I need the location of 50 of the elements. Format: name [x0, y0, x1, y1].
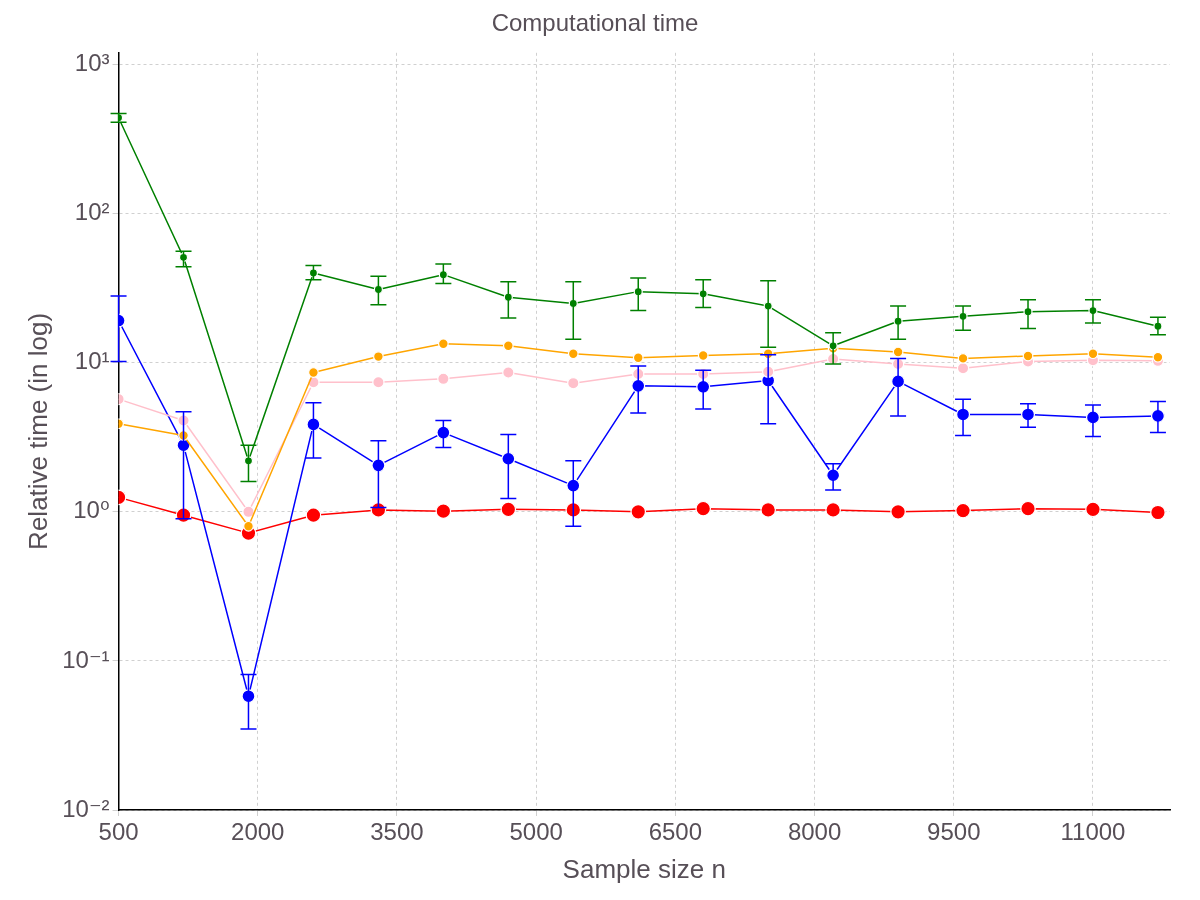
point [567, 376, 580, 390]
x-tick-label: 9500 [927, 818, 981, 846]
point [502, 340, 514, 352]
y-tick-label: 10² [74, 198, 110, 226]
point [241, 689, 256, 704]
y-tick-label: 10³ [74, 49, 110, 77]
y-axis-title: Relative time (in log) [22, 312, 53, 550]
chart-title: Computational time [491, 9, 699, 37]
y-tick-label: 10⁰ [73, 496, 110, 524]
point [956, 361, 970, 375]
point [305, 507, 322, 523]
point [1087, 348, 1099, 360]
x-tick-label: 2000 [231, 818, 285, 846]
point [372, 376, 385, 389]
point [308, 367, 319, 378]
point [500, 501, 517, 518]
y-tick-label: 10⁻¹ [62, 645, 110, 673]
point [1152, 351, 1164, 363]
point [1022, 350, 1034, 362]
point [825, 502, 841, 518]
point [502, 366, 515, 379]
x-axis-title: Sample size n [562, 853, 726, 884]
point [760, 502, 776, 518]
point [955, 502, 971, 519]
x-tick-label: 5000 [509, 818, 563, 846]
point [892, 346, 904, 358]
x-tick-label: 8000 [787, 818, 842, 846]
point [695, 500, 712, 517]
y-tick-label: 10¹ [74, 347, 110, 375]
point [373, 351, 384, 362]
x-tick-label: 11000 [1060, 818, 1126, 846]
point [501, 451, 516, 466]
point [242, 505, 255, 519]
x-tick-label: 6500 [648, 818, 703, 846]
point [1150, 504, 1166, 521]
point [1085, 501, 1101, 518]
point [890, 504, 906, 520]
point [697, 350, 709, 361]
point [957, 352, 969, 364]
point [565, 502, 582, 518]
point [567, 348, 579, 360]
point [437, 372, 450, 386]
point [373, 284, 383, 295]
point [630, 504, 647, 520]
point [243, 520, 254, 532]
point [632, 352, 644, 364]
point [435, 503, 452, 519]
x-tick-label: 3500 [370, 818, 424, 846]
point [1020, 500, 1036, 517]
point [566, 478, 581, 493]
